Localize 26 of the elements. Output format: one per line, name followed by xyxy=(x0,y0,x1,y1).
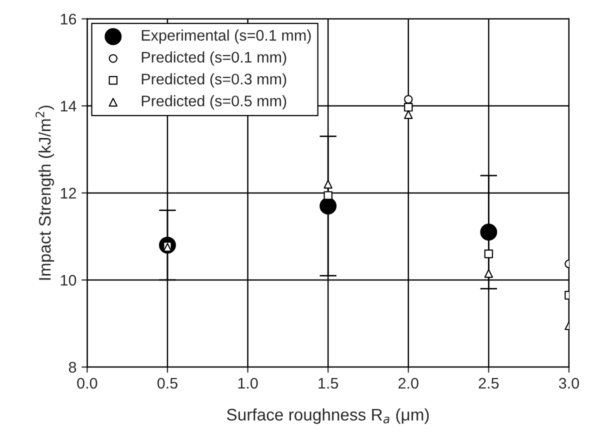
legend-label: Experimental (s=0.1 mm) xyxy=(142,30,311,44)
x-tick-label: 1.0 xyxy=(238,378,258,389)
legend-label: Predicted (s=0.5 mm) xyxy=(142,95,286,110)
legend-label: Predicted (s=0.3 mm) xyxy=(142,73,286,88)
y-tick-label: 16 xyxy=(60,14,76,25)
point xyxy=(324,180,332,189)
point xyxy=(404,110,413,119)
x-axis-title: Surface roughness R$_{a}$ (μm) xyxy=(226,408,429,424)
point xyxy=(484,250,494,258)
x-tick-label: 3.0 xyxy=(558,378,579,389)
y-tick-label: 10 xyxy=(60,274,76,286)
x-tick-label: 0.0 xyxy=(77,378,98,389)
y-tick-label: 8 xyxy=(68,362,76,373)
point xyxy=(484,269,494,278)
x-tick-label: 2.5 xyxy=(478,378,499,389)
x-tick-label: 2.0 xyxy=(398,378,418,389)
x-tick-label: 1.5 xyxy=(318,378,338,389)
point xyxy=(320,198,337,214)
y-tick-label: 14 xyxy=(60,100,76,112)
point xyxy=(404,102,413,112)
x-tick-label: 0.5 xyxy=(157,378,178,389)
y-tick-label: 12 xyxy=(60,188,76,198)
point xyxy=(480,224,498,241)
y-axis-title: Impact Strength (kJ/m$^{2}$) xyxy=(36,106,54,280)
legend-label: Predicted (s=0.1 mm) xyxy=(142,51,286,66)
point xyxy=(324,191,332,200)
